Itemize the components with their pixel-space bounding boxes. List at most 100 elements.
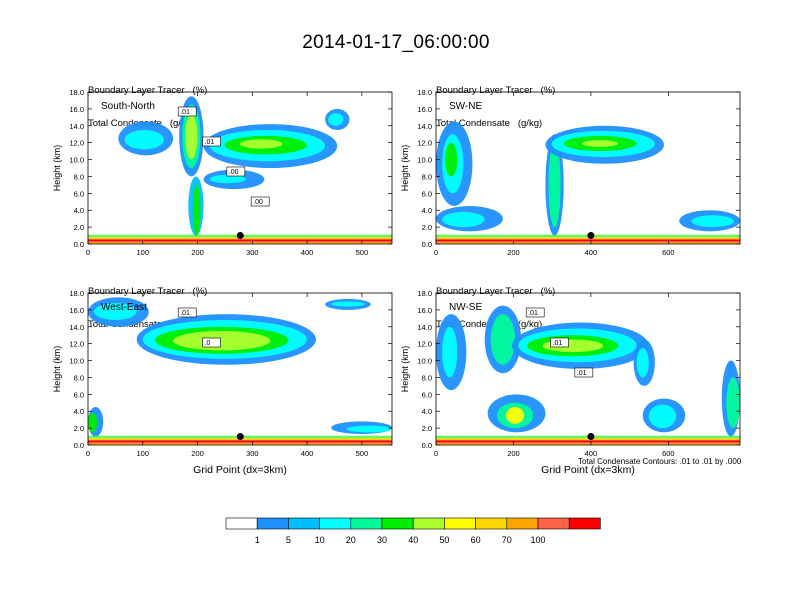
- x-tick-label: 400: [301, 449, 314, 458]
- panel-nw-se: .01 .01 .01 NW-SE 0.0 2.0 4.0 6.0 8.0 10.0 12.0 14.…: [400, 289, 741, 476]
- contour-label-box: [177, 106, 197, 117]
- x-tick-label: 200: [191, 449, 204, 458]
- field-shape: [192, 184, 201, 236]
- y-tick-label: 10.0: [69, 357, 84, 366]
- y-axis-label: Height (km): [400, 346, 410, 393]
- y-tick-label: 2.0: [422, 424, 432, 433]
- x-tick-label: 600: [662, 248, 675, 257]
- colorbar-label: 70: [502, 535, 512, 545]
- field-shape: [445, 142, 458, 177]
- colorbar-label: 20: [346, 535, 356, 545]
- y-axis-label: Height (km): [400, 145, 410, 192]
- plot-area: [436, 305, 740, 445]
- field-shape: [94, 303, 137, 321]
- y-tick-label: 16.0: [69, 105, 84, 114]
- colorbar-label: 1: [255, 535, 260, 545]
- colorbar-label: 30: [377, 535, 387, 545]
- plot-frame: [87, 292, 393, 446]
- y-tick-label: 18.0: [417, 289, 432, 298]
- panel-header-sw-ne: Boundary Layer Tracer (%) Total Condensa…: [436, 63, 555, 140]
- plot-area: [436, 121, 740, 244]
- y-tick-label: 8.0: [422, 373, 432, 382]
- panel-label: SW-NE: [449, 101, 482, 112]
- y-tick-label: 16.0: [69, 306, 84, 315]
- field-shape: [173, 331, 271, 351]
- colorbar-label: 100: [530, 535, 545, 545]
- y-tick-label: 12.0: [69, 139, 84, 148]
- field-shape: [88, 412, 98, 433]
- x-axis-label: Grid Point (dx=3km): [193, 464, 287, 476]
- plot-area: [88, 297, 392, 445]
- contour-label-box: [550, 337, 569, 348]
- x-tick-label: 0: [434, 248, 438, 257]
- colorbar-label: 50: [439, 535, 449, 545]
- contour-label: .01: [553, 340, 563, 347]
- y-tick-label: 0.0: [74, 441, 84, 450]
- y-tick-label: 14.0: [417, 122, 432, 131]
- y-tick-label: 2.0: [74, 424, 84, 433]
- y-tick-label: 12.0: [417, 340, 432, 349]
- colorbar-swatch: [225, 517, 258, 530]
- y-tick-label: 6.0: [74, 390, 84, 399]
- y-tick-label: 8.0: [74, 172, 84, 181]
- y-tick-label: 0.0: [422, 441, 432, 450]
- x-tick-label: 0: [86, 449, 90, 458]
- x-tick-label: 300: [246, 449, 259, 458]
- panel-label: NW-SE: [449, 302, 482, 313]
- x-tick-label: 500: [356, 449, 369, 458]
- boundary-layer-band: [436, 239, 740, 242]
- field-shape: [185, 113, 198, 160]
- header-tracer-label: Boundary Layer Tracer (%): [436, 286, 556, 297]
- boundary-layer-band: [88, 239, 392, 242]
- colorbar-swatch: [537, 517, 570, 530]
- location-marker: [236, 433, 244, 441]
- y-tick-label: 10.0: [417, 357, 432, 366]
- contour-label: .01: [205, 139, 215, 146]
- x-tick-label: 100: [137, 449, 150, 458]
- field-shape: [328, 113, 344, 126]
- x-tick-label: 400: [301, 248, 314, 257]
- y-tick-label: 2.0: [74, 223, 84, 232]
- colorbar-swatch: [568, 517, 601, 530]
- y-tick-label: 0.0: [422, 240, 432, 249]
- y-tick-label: 4.0: [74, 407, 84, 416]
- colorbar-swatch: [256, 517, 289, 530]
- location-marker: [587, 232, 595, 240]
- y-tick-label: 18.0: [69, 289, 84, 298]
- y-tick-label: 8.0: [422, 172, 432, 181]
- location-marker: [587, 433, 595, 441]
- x-tick-label: 200: [507, 248, 520, 257]
- plot-frame: [435, 292, 741, 446]
- y-tick-label: 16.0: [417, 105, 432, 114]
- y-tick-label: 4.0: [74, 206, 84, 215]
- colorbar: 1 5 10 20 30 40 50 60 70 100: [225, 517, 601, 545]
- y-tick-label: 14.0: [69, 323, 84, 332]
- field-shape: [648, 404, 677, 429]
- x-tick-label: 0: [434, 449, 438, 458]
- x-tick-label: 400: [585, 248, 598, 257]
- contour-label: .01: [180, 310, 190, 317]
- colorbar-swatch: [319, 517, 352, 530]
- x-tick-label: 100: [137, 248, 150, 257]
- main-title: 2014-01-17_06:00:00: [302, 32, 490, 53]
- colorbar-swatch: [475, 517, 508, 530]
- field-shape: [346, 425, 392, 433]
- y-tick-label: 12.0: [69, 340, 84, 349]
- contour-label: .00: [229, 169, 239, 176]
- colorbar-swatch: [444, 517, 476, 530]
- x-tick-label: 400: [585, 449, 598, 458]
- boundary-layer-band: [88, 440, 392, 443]
- field-shape: [726, 377, 740, 429]
- contour-label-box: [525, 307, 545, 318]
- contour-label-box: [226, 166, 246, 177]
- y-tick-label: 6.0: [422, 189, 432, 198]
- panel-label: West-East: [101, 302, 147, 313]
- contour-label-box: [177, 307, 197, 318]
- location-marker: [236, 232, 244, 240]
- field-shape: [209, 174, 247, 184]
- field-shape: [490, 314, 516, 365]
- colorbar-label: 5: [286, 535, 291, 545]
- colorbar-label: 60: [471, 535, 481, 545]
- y-tick-label: 4.0: [422, 206, 432, 215]
